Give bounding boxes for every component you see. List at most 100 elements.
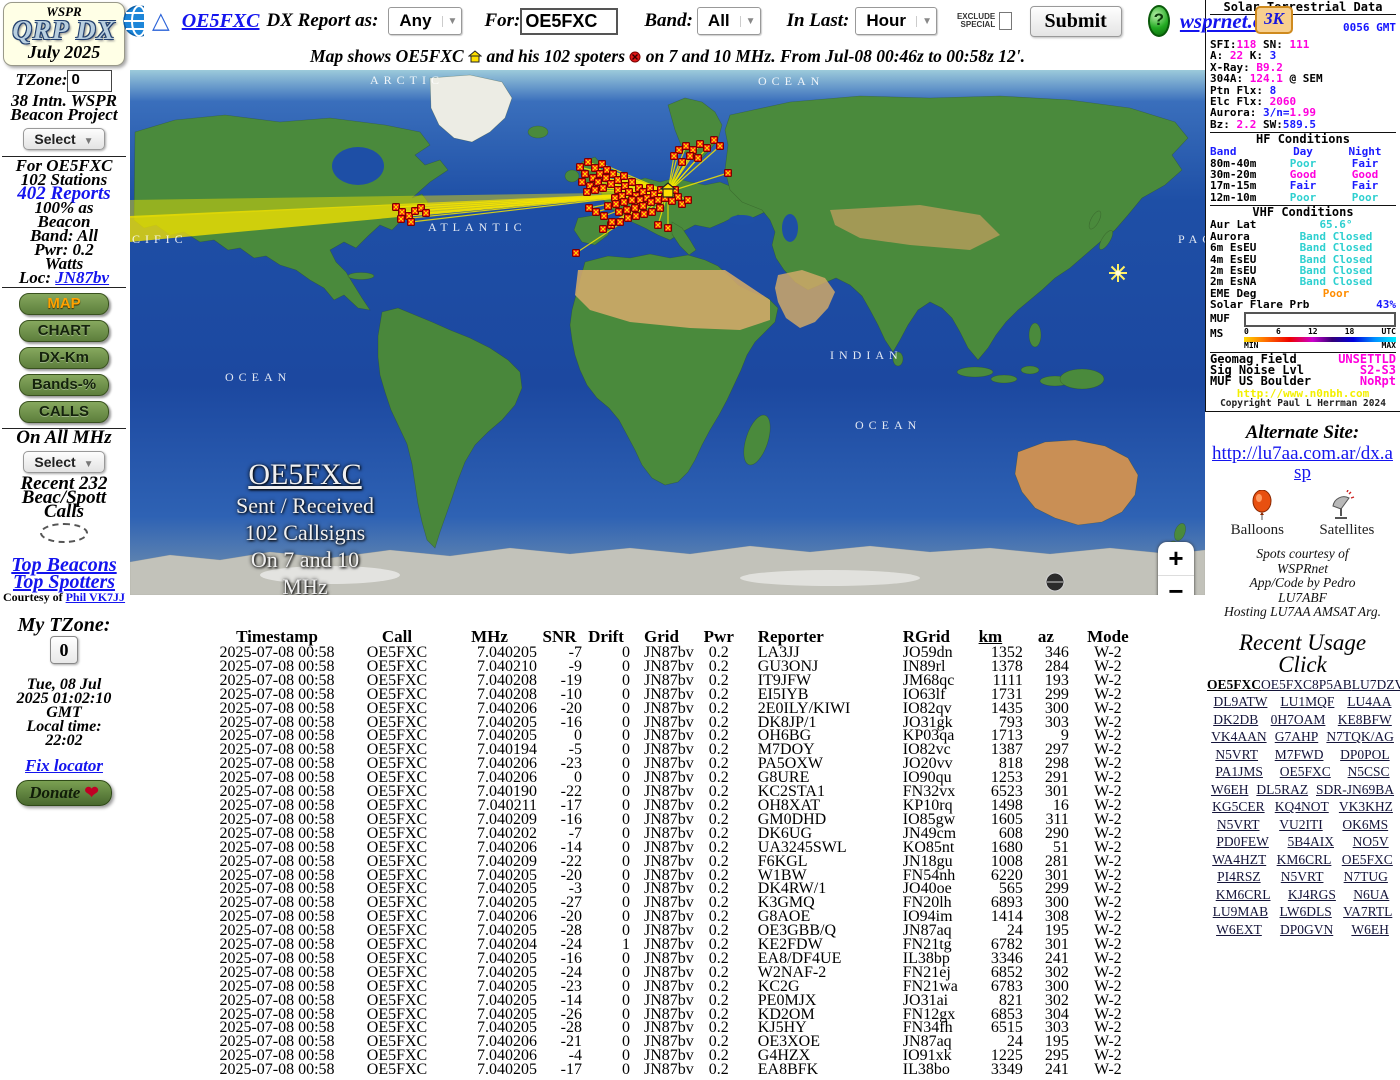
top-beacons-link[interactable]: Top Beacons: [11, 554, 117, 576]
recent-user-link[interactable]: WA4HZT: [1212, 851, 1267, 867]
spotter-marker[interactable]: [600, 212, 608, 220]
spotter-marker[interactable]: [647, 198, 655, 206]
spotter-marker[interactable]: [620, 172, 628, 180]
spotter-marker[interactable]: [397, 215, 405, 223]
spotter-marker[interactable]: [615, 208, 623, 216]
spotter-marker[interactable]: [625, 188, 633, 196]
column-header[interactable]: MHz: [471, 627, 508, 646]
column-header[interactable]: SNR: [542, 627, 577, 646]
spotter-marker[interactable]: [716, 142, 724, 150]
column-header[interactable]: Call: [381, 627, 413, 646]
column-header[interactable]: Grid: [644, 627, 679, 646]
spotter-marker[interactable]: [591, 164, 599, 172]
recent-user-link[interactable]: VK4AAN: [1211, 729, 1267, 745]
column-header[interactable]: Reporter: [757, 627, 824, 646]
recent-user-link[interactable]: LU1MQF: [1280, 694, 1335, 710]
spotter-marker[interactable]: [624, 214, 632, 222]
submit-button[interactable]: Submit: [1029, 5, 1122, 37]
alternate-site-link[interactable]: http://lu7aa.com.ar/dx.asp: [1212, 443, 1393, 484]
spotter-marker[interactable]: [654, 221, 662, 229]
spotter-marker[interactable]: [594, 178, 602, 186]
donate-button[interactable]: Donate ❤: [16, 780, 112, 806]
in-last-select[interactable]: Hour ▼: [855, 7, 937, 35]
spotter-marker[interactable]: [592, 208, 600, 216]
spotter-marker[interactable]: [639, 202, 647, 210]
recent-user-link[interactable]: KJ4RGS: [1287, 886, 1336, 902]
calls-button[interactable]: CALLS: [19, 401, 109, 423]
map-button[interactable]: MAP: [19, 293, 109, 315]
recent-user-link[interactable]: N5VRT: [1216, 816, 1260, 832]
spotter-marker[interactable]: [686, 152, 694, 160]
spotter-marker[interactable]: [422, 209, 430, 217]
recent-user-link[interactable]: PA1JMS: [1215, 764, 1263, 780]
recent-user-link[interactable]: OE5FXC: [1261, 676, 1313, 692]
recent-user-link[interactable]: DL5RAZ: [1256, 781, 1309, 797]
recent-user-link[interactable]: DK2DB: [1213, 711, 1259, 727]
spotter-marker[interactable]: [623, 206, 631, 214]
top-spotters-link[interactable]: Top Spotters: [12, 571, 116, 593]
spotter-marker[interactable]: [599, 184, 607, 192]
spotter-marker[interactable]: [604, 202, 612, 210]
spotter-marker[interactable]: [648, 208, 656, 216]
balloon-icon[interactable]: [1250, 490, 1274, 521]
beacon-home-icon[interactable]: [659, 182, 677, 198]
dx-km-button[interactable]: DX-Km: [19, 347, 109, 369]
spotter-marker[interactable]: [696, 140, 704, 148]
spotter-marker[interactable]: [668, 197, 676, 205]
spotter-marker[interactable]: [583, 188, 591, 196]
report-as-select[interactable]: Any ▼: [388, 7, 463, 35]
recent-user-link[interactable]: OE5FXC: [1207, 676, 1261, 692]
recent-user-link[interactable]: OE5FXC: [1341, 851, 1393, 867]
satellite-icon[interactable]: [1327, 490, 1355, 520]
recent-user-link[interactable]: DP0GVN: [1279, 921, 1334, 937]
recent-user-link[interactable]: PI4RSZ: [1217, 869, 1261, 885]
recent-user-link[interactable]: N7TQK/AG: [1326, 729, 1394, 745]
column-header[interactable]: Pwr: [703, 627, 734, 646]
spotter-marker[interactable]: [576, 163, 584, 171]
spotter-marker[interactable]: [654, 196, 662, 204]
recent-user-link[interactable]: LW6DLS: [1279, 904, 1332, 920]
recent-user-link[interactable]: N5VRT: [1215, 746, 1259, 762]
exclude-special-checkbox[interactable]: [999, 12, 1012, 30]
spotter-marker[interactable]: [392, 203, 400, 211]
spotter-marker[interactable]: [584, 158, 592, 166]
mhz-select-dropdown[interactable]: Select ▼: [23, 451, 105, 473]
spotter-marker[interactable]: [609, 170, 617, 178]
spotter-marker[interactable]: [646, 184, 654, 192]
phil-vk7jj-link[interactable]: Phil VK7JJ: [65, 590, 126, 604]
spotter-marker[interactable]: [678, 200, 686, 208]
spotter-marker[interactable]: [631, 204, 639, 212]
spotter-marker[interactable]: [710, 136, 718, 144]
tzone-input[interactable]: 0: [67, 70, 113, 92]
zoom-in-button[interactable]: +: [1158, 542, 1194, 576]
recent-user-link[interactable]: N7TUG: [1343, 869, 1388, 885]
report-count-badge[interactable]: 3K: [1255, 6, 1293, 34]
bands-pct-button[interactable]: Bands-%: [19, 374, 109, 396]
recent-user-link[interactable]: KQ4NOT: [1274, 799, 1329, 815]
recent-user-link[interactable]: LU9MAB: [1212, 904, 1269, 920]
reports-link[interactable]: 402 Reports: [17, 183, 111, 204]
spotter-marker[interactable]: [620, 198, 628, 206]
recent-user-link[interactable]: M7FWD: [1274, 746, 1324, 762]
recent-user-link[interactable]: 8P5AB: [1312, 676, 1352, 692]
spotter-marker[interactable]: [656, 204, 664, 212]
recent-user-link[interactable]: LU4AA: [1347, 694, 1392, 710]
spotter-marker[interactable]: [724, 169, 732, 177]
spotter-marker[interactable]: [682, 142, 690, 150]
spotter-marker[interactable]: [628, 196, 636, 204]
recent-user-link[interactable]: G7AHP: [1274, 729, 1319, 745]
n0nbh-url[interactable]: http://www.n0nbh.com: [1236, 386, 1370, 400]
column-header[interactable]: az: [1037, 627, 1054, 646]
recent-user-link[interactable]: DP0POL: [1340, 746, 1390, 762]
recent-user-link[interactable]: 5B4AIX: [1287, 834, 1335, 850]
recent-user-link[interactable]: W6EH: [1351, 921, 1389, 937]
recent-user-link[interactable]: N5CSC: [1347, 764, 1390, 780]
column-header[interactable]: km: [978, 627, 1003, 646]
spotter-marker[interactable]: [678, 158, 686, 166]
recent-user-link[interactable]: 0H7OAM: [1270, 711, 1326, 727]
recent-user-link[interactable]: W6EXT: [1216, 921, 1262, 937]
spotter-marker[interactable]: [407, 218, 415, 226]
for-callsign-input[interactable]: [520, 7, 619, 35]
fix-locator-link[interactable]: Fix locator: [25, 756, 103, 775]
recent-user-link[interactable]: KG5CER: [1212, 799, 1265, 815]
